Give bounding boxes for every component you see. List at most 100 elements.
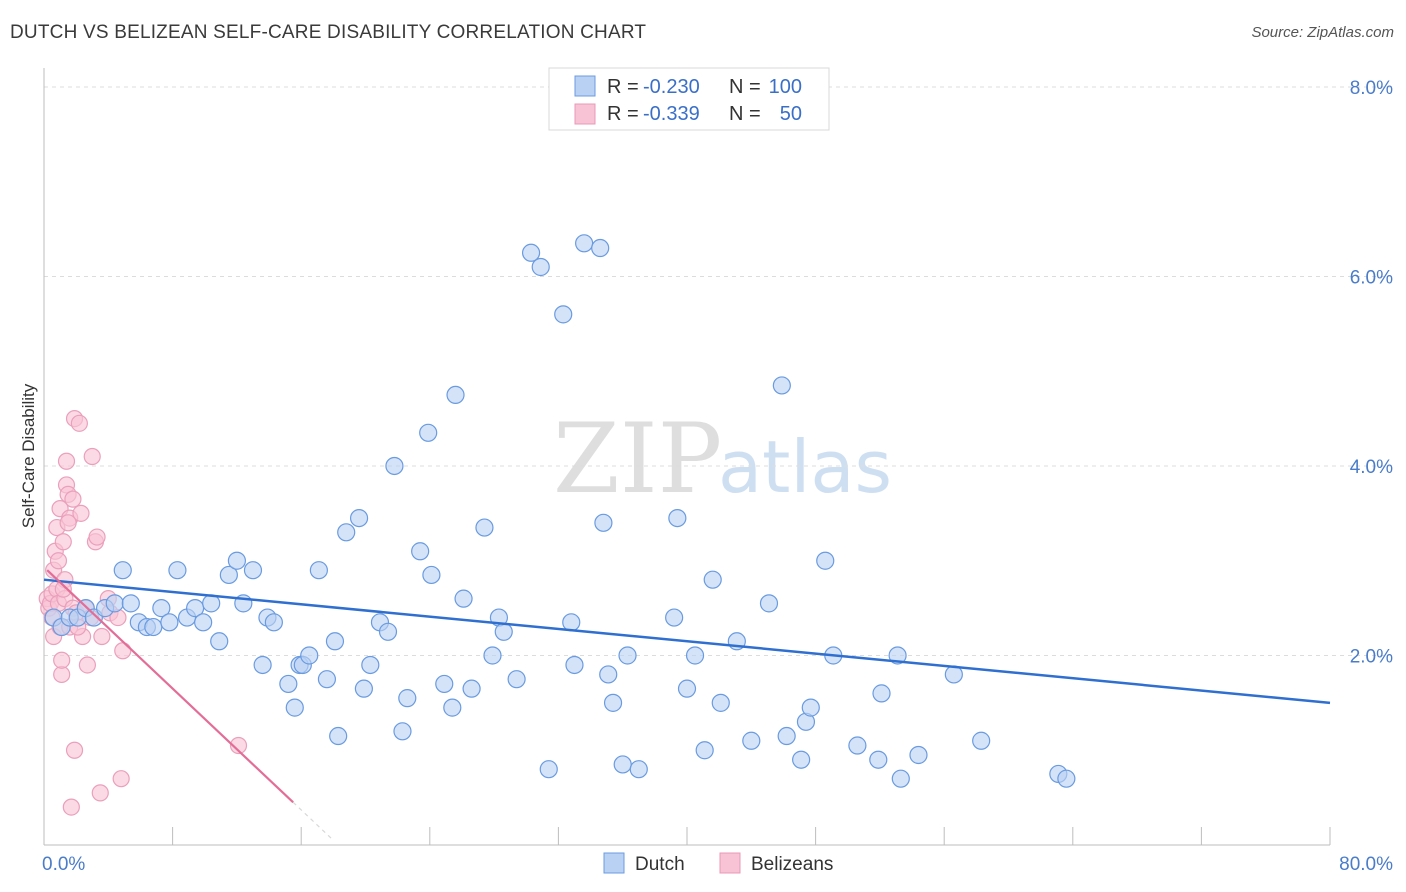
belizean-point: [62, 798, 80, 816]
dutch-point: [494, 622, 513, 641]
dutch-point: [629, 760, 648, 779]
dutch-point: [349, 508, 369, 528]
dutch-point: [105, 594, 124, 613]
chart-title: DUTCH VS BELIZEAN SELF-CARE DISABILITY C…: [10, 22, 647, 43]
dutch-point: [194, 613, 213, 632]
dutch-point: [210, 632, 229, 651]
dutch-point: [591, 238, 610, 258]
dutch-point: [160, 613, 179, 632]
dutch-point: [565, 655, 584, 675]
dutch-point: [972, 731, 991, 750]
dutch-point: [677, 679, 697, 698]
legend-belizean-n-value: 50: [780, 103, 802, 125]
series-legend-belizean-label: Belizeans: [751, 854, 833, 875]
dutch-point: [665, 608, 684, 627]
dutch-point: [742, 731, 761, 750]
y-tick-label: 6.0%: [1350, 267, 1393, 288]
dutch-point: [393, 722, 412, 741]
dutch-point: [483, 646, 502, 665]
series-legend-belizean-swatch: [719, 852, 741, 874]
dutch-trend-line: [43, 578, 1331, 705]
belizean-trend-line: [46, 569, 294, 804]
dutch-point: [227, 551, 246, 570]
legend-dutch-n-label: N =: [729, 76, 761, 98]
dutch-point: [285, 698, 304, 717]
x-tick-labels: 0.0% 80.0%: [42, 854, 1393, 875]
dutch-point: [443, 698, 462, 717]
x-tick-label: 0.0%: [42, 854, 85, 875]
dutch-point: [152, 599, 171, 618]
legend-belizean-r-value: -0.339: [643, 103, 700, 125]
belizean-point: [88, 528, 106, 546]
dutch-point: [454, 589, 473, 608]
legend-box: [548, 67, 830, 131]
dutch-point: [554, 305, 573, 324]
dutch-point: [695, 741, 714, 760]
belizean-point: [53, 665, 71, 684]
dutch-point: [703, 570, 722, 589]
dutch-point: [668, 508, 687, 528]
legend-dutch-n-value: 100: [769, 76, 802, 98]
dutch-point: [168, 561, 187, 580]
dutch-point: [777, 726, 796, 746]
dutch-point: [361, 655, 380, 675]
belizean-point: [70, 414, 88, 432]
dutch-point: [325, 632, 345, 651]
belizean-point: [114, 642, 132, 660]
dutch-point: [685, 646, 705, 665]
dutch-point: [337, 523, 356, 542]
belizean-point: [78, 656, 97, 674]
belizean-trend-extension: [292, 801, 334, 841]
belizean-point: [53, 651, 71, 669]
legend: R = -0.230 N = 100 R = -0.339 N = 50: [548, 67, 830, 131]
y-axis-label: Self-Care Disability: [19, 383, 38, 528]
belizean-point: [83, 447, 101, 466]
dutch-point: [144, 617, 163, 637]
dutch-point: [385, 456, 404, 476]
dutch-point: [309, 561, 328, 580]
x-tick-label: 80.0%: [1339, 854, 1393, 875]
dutch-point: [618, 646, 637, 665]
source-label: Source: ZipAtlas.com: [1251, 24, 1394, 41]
y-tick-label: 8.0%: [1350, 78, 1393, 99]
dutch-point: [121, 594, 140, 613]
dutch-point: [613, 755, 632, 774]
dutch-point: [329, 726, 348, 746]
series-legend-dutch-swatch: [603, 852, 625, 874]
watermark-atlas: atlas: [718, 425, 892, 509]
x-ticks: [43, 827, 1331, 845]
dutch-point: [279, 674, 298, 694]
dutch-point: [253, 655, 272, 675]
dutch-point: [264, 613, 283, 632]
legend-belizean-swatch: [574, 103, 596, 125]
dutch-points: [44, 234, 1076, 788]
dutch-point: [300, 646, 319, 665]
dutch-point: [711, 693, 730, 712]
belizean-point: [54, 533, 72, 551]
dutch-point: [603, 693, 623, 712]
dutch-point: [113, 561, 132, 580]
belizean-point: [72, 504, 90, 522]
dutch-point: [219, 565, 238, 585]
dutch-point: [507, 670, 526, 689]
dutch-point: [422, 565, 441, 585]
belizean-point: [91, 784, 109, 802]
dutch-point: [848, 736, 867, 755]
legend-dutch-r-value: -0.230: [643, 76, 700, 98]
dutch-point: [354, 679, 373, 698]
dutch-point: [816, 551, 835, 570]
belizean-point: [112, 770, 130, 788]
dutch-point: [909, 745, 928, 765]
dutch-point: [599, 665, 618, 684]
belizean-point: [59, 514, 77, 532]
dutch-point: [243, 561, 263, 580]
dutch-point: [869, 750, 888, 769]
dutch-point: [772, 376, 791, 395]
legend-dutch-r-label: R =: [607, 76, 639, 98]
dutch-point: [411, 542, 430, 561]
dutch-point: [1057, 769, 1076, 788]
dutch-point: [792, 750, 811, 769]
dutch-point: [575, 234, 594, 253]
y-tick-label: 2.0%: [1350, 646, 1393, 667]
dutch-point: [531, 257, 550, 277]
